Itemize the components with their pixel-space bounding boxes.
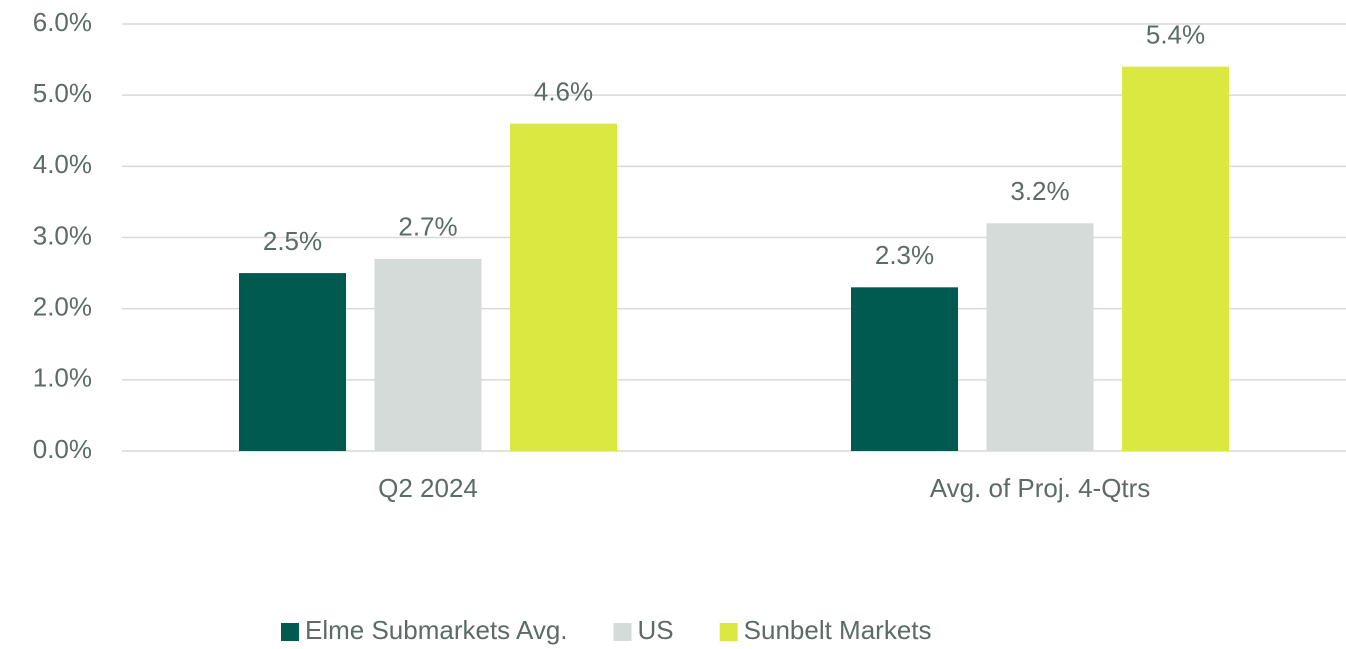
- value-label: 5.4%: [1146, 20, 1205, 50]
- legend-label: Sunbelt Markets: [744, 615, 932, 645]
- value-label: 3.2%: [1010, 176, 1069, 206]
- legend-swatch: [719, 623, 738, 641]
- legend-swatch: [613, 623, 632, 641]
- y-tick-label: 3.0%: [33, 220, 92, 250]
- bar: [986, 223, 1094, 451]
- value-label: 2.7%: [398, 212, 457, 242]
- legend-label: Elme Submarkets Avg.: [305, 615, 568, 645]
- bar: [510, 123, 617, 451]
- y-tick-label: 0.0%: [33, 434, 92, 464]
- bar: [1122, 66, 1229, 451]
- y-tick-label: 6.0%: [33, 7, 92, 37]
- y-tick-label: 5.0%: [33, 78, 92, 108]
- bar: [851, 287, 958, 451]
- bar: [239, 273, 346, 451]
- bar: [374, 258, 482, 451]
- x-tick-label: Q2 2024: [378, 473, 478, 503]
- x-tick-label: Avg. of Proj. 4-Qtrs: [930, 473, 1151, 503]
- y-tick-label: 1.0%: [33, 363, 92, 393]
- legend-swatch: [281, 623, 299, 641]
- value-label: 2.5%: [263, 226, 322, 256]
- value-label: 2.3%: [875, 240, 934, 270]
- legend-label: US: [638, 615, 674, 645]
- y-tick-label: 4.0%: [33, 149, 92, 179]
- value-label: 4.6%: [534, 77, 593, 107]
- y-tick-label: 2.0%: [33, 292, 92, 322]
